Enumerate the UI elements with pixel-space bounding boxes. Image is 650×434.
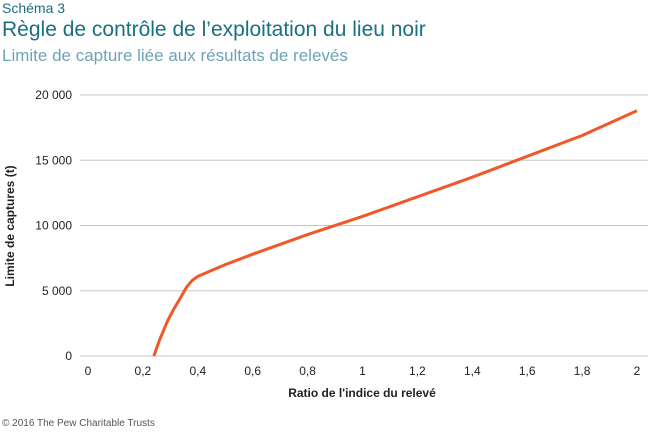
x-tick-label: 1,4 — [464, 364, 481, 378]
x-tick-label: 1 — [359, 364, 366, 378]
copyright: © 2016 The Pew Charitable Trusts — [2, 418, 155, 429]
y-tick-label: 5 000 — [42, 284, 72, 298]
y-tick-label: 20 000 — [35, 88, 72, 102]
x-tick-label: 1,8 — [574, 364, 591, 378]
x-tick-label: 1,6 — [519, 364, 536, 378]
x-tick-label: 0,6 — [244, 364, 261, 378]
x-tick-label: 0,4 — [189, 364, 206, 378]
chart-subtitle: Limite de capture liée aux résultats de … — [2, 46, 348, 65]
y-tick-label: 15 000 — [35, 153, 72, 167]
x-tick-label: 0,8 — [299, 364, 316, 378]
chart-title: Règle de contrôle de l’exploitation du l… — [2, 18, 426, 41]
x-tick-label: 0,2 — [135, 364, 152, 378]
x-axis-label: Ratio de l'indice du relevé — [288, 386, 436, 400]
x-tick-label: 2 — [634, 364, 641, 378]
y-tick-label: 10 000 — [35, 219, 72, 233]
x-tick-label: 0 — [85, 364, 92, 378]
chart-kicker: Schéma 3 — [2, 0, 66, 16]
y-tick-label: 0 — [65, 349, 72, 363]
x-tick-label: 1,2 — [409, 364, 426, 378]
series-line — [152, 109, 638, 357]
y-axis-label: Limite de captures (t) — [3, 165, 17, 286]
